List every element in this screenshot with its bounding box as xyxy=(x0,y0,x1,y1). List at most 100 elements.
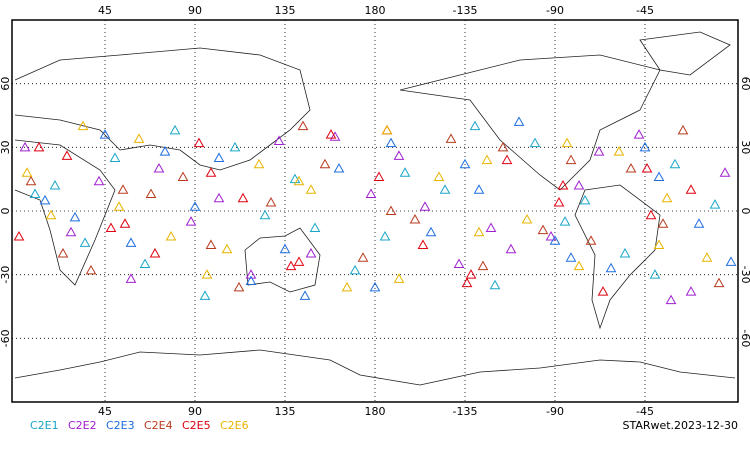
point xyxy=(69,211,81,222)
point xyxy=(501,154,513,165)
coastlines xyxy=(14,31,736,386)
point xyxy=(557,180,569,190)
point xyxy=(45,209,57,220)
point xyxy=(677,124,689,135)
map-title: STARwet.2023-12-30 xyxy=(622,419,738,432)
point xyxy=(265,196,277,207)
point xyxy=(297,120,309,131)
point xyxy=(113,201,125,211)
point xyxy=(709,199,721,209)
point xyxy=(341,281,353,292)
point xyxy=(213,152,225,162)
x-tick-label: 90 xyxy=(188,4,202,17)
point xyxy=(561,137,573,148)
y-tick-label: -60 xyxy=(739,329,750,347)
point xyxy=(329,131,341,141)
point xyxy=(653,239,665,249)
point xyxy=(419,201,431,211)
x-tick-label: 45 xyxy=(98,4,112,17)
point xyxy=(719,167,731,177)
point xyxy=(49,180,61,190)
point xyxy=(713,277,725,288)
point xyxy=(613,146,625,156)
x-tick-label: 180 xyxy=(365,4,386,17)
point xyxy=(119,218,131,228)
point xyxy=(117,184,129,194)
point xyxy=(639,141,651,152)
point xyxy=(13,230,25,241)
point xyxy=(79,237,91,247)
point xyxy=(109,152,121,162)
point xyxy=(213,192,225,203)
point xyxy=(485,222,497,232)
point xyxy=(725,256,737,266)
point xyxy=(309,222,321,232)
point xyxy=(573,260,585,271)
point xyxy=(497,141,509,152)
point xyxy=(513,116,525,126)
point xyxy=(641,163,653,173)
point xyxy=(205,167,217,177)
y-tick-label: 0 xyxy=(0,208,12,215)
point xyxy=(439,184,451,194)
y-tick-label: -60 xyxy=(0,329,12,347)
point xyxy=(221,243,233,254)
point xyxy=(299,290,311,300)
point xyxy=(133,133,145,143)
point xyxy=(253,158,265,169)
point xyxy=(521,213,533,224)
point xyxy=(189,201,201,211)
y-tick-label: 30 xyxy=(739,140,750,154)
point xyxy=(193,137,205,148)
point xyxy=(245,275,257,286)
legend-label: C2E4 xyxy=(144,419,173,432)
point xyxy=(473,226,485,237)
point xyxy=(279,243,291,254)
point xyxy=(125,273,137,283)
point xyxy=(593,146,605,156)
y-tick-label: 60 xyxy=(739,77,750,91)
australia xyxy=(244,227,321,293)
point xyxy=(481,154,493,165)
africa xyxy=(14,139,116,286)
point xyxy=(661,192,673,203)
point xyxy=(57,247,69,258)
north-america xyxy=(399,54,661,191)
point xyxy=(579,194,591,205)
point xyxy=(669,158,681,169)
legend-label: C2E1 xyxy=(30,419,59,432)
y-tick-label: -30 xyxy=(739,266,750,284)
point xyxy=(605,262,617,273)
point xyxy=(461,277,473,288)
point xyxy=(425,226,437,237)
point xyxy=(665,294,677,305)
x-tick-label: 135 xyxy=(275,4,296,17)
point xyxy=(319,158,331,169)
x-tick-label: -135 xyxy=(453,405,478,418)
point xyxy=(305,184,317,194)
point xyxy=(305,247,317,258)
point xyxy=(505,243,517,254)
point xyxy=(553,196,565,207)
point xyxy=(99,129,111,139)
point xyxy=(477,260,489,271)
point xyxy=(159,146,171,156)
x-tick-label: -90 xyxy=(546,4,564,17)
point xyxy=(625,163,637,173)
point xyxy=(693,218,705,228)
point xyxy=(33,141,45,152)
point xyxy=(357,252,369,262)
point xyxy=(585,235,597,245)
x-tick-label: -45 xyxy=(636,405,654,418)
y-tick-label: 0 xyxy=(739,208,750,215)
point xyxy=(289,173,301,184)
eurasia xyxy=(14,47,311,171)
point xyxy=(385,137,397,148)
point xyxy=(39,194,51,205)
point xyxy=(93,175,105,186)
point xyxy=(199,290,211,300)
point xyxy=(385,205,397,215)
point xyxy=(77,120,89,131)
point xyxy=(333,163,345,173)
